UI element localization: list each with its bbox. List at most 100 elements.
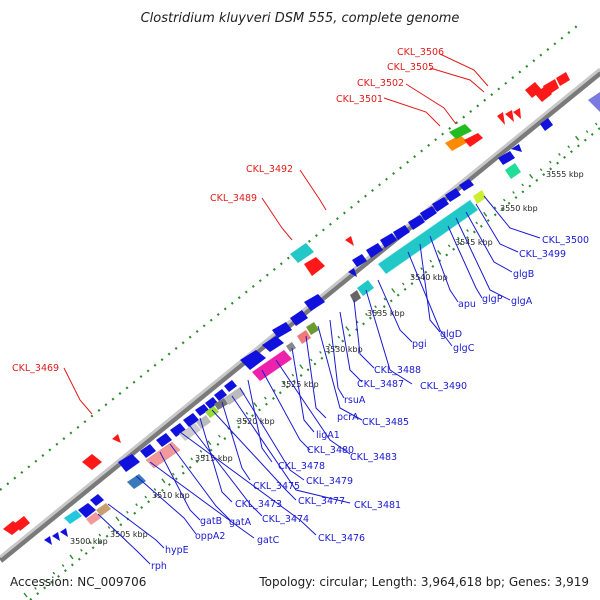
gene-label[interactable]: rsuA: [344, 395, 366, 406]
tick-mark: [144, 495, 148, 499]
tick-mark: [172, 472, 175, 476]
gene-label[interactable]: CKL_3487: [357, 379, 404, 390]
gene-label[interactable]: pcrA: [337, 412, 359, 423]
gene-label[interactable]: apu: [458, 299, 476, 310]
gene-label[interactable]: CKL_3499: [519, 249, 566, 260]
tick-mark: [126, 510, 129, 514]
gene-arrow: [540, 118, 553, 131]
gene-arrow: [408, 215, 425, 230]
tick-mark: [558, 153, 561, 156]
gene-label[interactable]: glgB: [513, 269, 534, 280]
gene-label[interactable]: rph: [151, 561, 167, 572]
gene-label[interactable]: CKL_3483: [350, 452, 397, 463]
gene-label[interactable]: CKL_3485: [362, 417, 409, 428]
gene-arrow: [366, 243, 383, 258]
tick-mark: [567, 145, 570, 149]
gene-label[interactable]: CKL_3469: [12, 363, 59, 374]
gene-label[interactable]: gatC: [257, 535, 280, 546]
gene-label[interactable]: CKL_3501: [336, 94, 383, 105]
gene-label[interactable]: gatB: [200, 516, 222, 527]
tick-mark: [493, 206, 497, 210]
tick-mark: [457, 236, 460, 240]
tick-mark: [245, 411, 249, 415]
tick-mark: [61, 564, 65, 567]
gene-label[interactable]: CKL_3500: [542, 235, 589, 246]
gene-arrow: [393, 225, 410, 240]
gene-arrow: [449, 124, 472, 139]
gene-label[interactable]: CKL_3474: [262, 514, 309, 525]
tick-mark: [282, 381, 285, 385]
gene-arrow: [345, 236, 354, 246]
gene-label[interactable]: glgA: [511, 296, 533, 307]
feature-box: [224, 387, 245, 405]
gene-arrow: [52, 532, 60, 541]
gene-label[interactable]: pgi: [412, 339, 427, 350]
gene-label[interactable]: CKL_3488: [374, 365, 421, 376]
tick-mark: [575, 135, 580, 141]
gene-label[interactable]: CKL_3490: [420, 381, 467, 392]
tick-mark: [447, 244, 451, 248]
gene-label[interactable]: CKL_3492: [246, 164, 293, 175]
tick-mark: [181, 465, 184, 469]
gene-arrow: [556, 72, 570, 86]
gene-label[interactable]: CKL_3475: [253, 481, 300, 492]
feature-box: [145, 441, 181, 469]
gene-label[interactable]: gatA: [229, 517, 252, 528]
gene-arrow: [498, 151, 515, 165]
feature-box: [64, 510, 82, 524]
gene-arrow: [240, 350, 266, 370]
gene-label[interactable]: glgP: [482, 294, 503, 305]
gene-arrow: [497, 112, 505, 125]
gene-label[interactable]: oppA2: [195, 531, 225, 542]
forward-strand-genes: [3, 72, 570, 535]
tick-label: 3540 kbp: [410, 273, 448, 282]
gene-label[interactable]: CKL_3476: [318, 533, 365, 544]
blue-labels: CKL_3500 CKL_3499 glgB glgA glgP apu glg…: [151, 235, 589, 572]
tick-mark: [161, 478, 166, 484]
tick-mark: [401, 282, 405, 286]
tick-mark: [291, 373, 295, 377]
gene-arrow: [380, 233, 397, 248]
gene-label[interactable]: CKL_3481: [354, 500, 401, 511]
red-labels: CKL_3506 CKL_3505 CKL_3502 CKL_3501 CKL_…: [12, 47, 444, 374]
gene-arrow: [214, 389, 227, 401]
feature-box: [196, 415, 211, 429]
topology-text: Topology: circular; Length: 3,964,618 bp…: [258, 575, 589, 589]
gene-arrow: [60, 528, 68, 537]
gene-label[interactable]: ligA1: [316, 430, 340, 441]
gene-arrow: [505, 110, 514, 122]
gene-arrow: [118, 454, 140, 472]
gene-label[interactable]: hypE: [165, 545, 189, 556]
gene-arrow: [304, 294, 325, 311]
gene-arrow: [543, 79, 559, 96]
tick-mark: [503, 198, 506, 202]
gene-label[interactable]: CKL_3505: [387, 62, 434, 73]
gene-label[interactable]: CKL_3477: [298, 496, 345, 507]
gene-arrow: [205, 397, 218, 409]
feature-boxes: [64, 163, 521, 525]
gene-label[interactable]: CKL_3478: [278, 461, 325, 472]
gene-label[interactable]: glgC: [453, 343, 475, 354]
feature-box: [290, 243, 314, 263]
tick-mark: [115, 516, 120, 522]
gene-label[interactable]: CKL_3480: [307, 445, 354, 456]
gene-label[interactable]: glgD: [440, 329, 462, 340]
tick-marks: [23, 122, 598, 598]
feature-box: [286, 342, 296, 352]
gene-label[interactable]: CKL_3502: [357, 78, 404, 89]
gene-label[interactable]: CKL_3506: [397, 47, 444, 58]
tick-mark: [236, 419, 240, 423]
tick-mark: [328, 343, 331, 347]
gene-label[interactable]: CKL_3479: [306, 476, 353, 487]
feature-box: [377, 199, 479, 275]
gene-label[interactable]: CKL_3489: [210, 193, 257, 204]
tick-mark: [89, 541, 92, 545]
tick-mark: [199, 449, 203, 453]
tick-mark: [345, 326, 350, 331]
tick-mark: [299, 364, 304, 370]
blue-leaders: [97, 195, 541, 565]
gene-label[interactable]: CKL_3473: [235, 499, 282, 510]
gene-arrow: [511, 144, 522, 152]
gene-arrow: [183, 413, 199, 427]
tick-mark: [309, 358, 313, 362]
